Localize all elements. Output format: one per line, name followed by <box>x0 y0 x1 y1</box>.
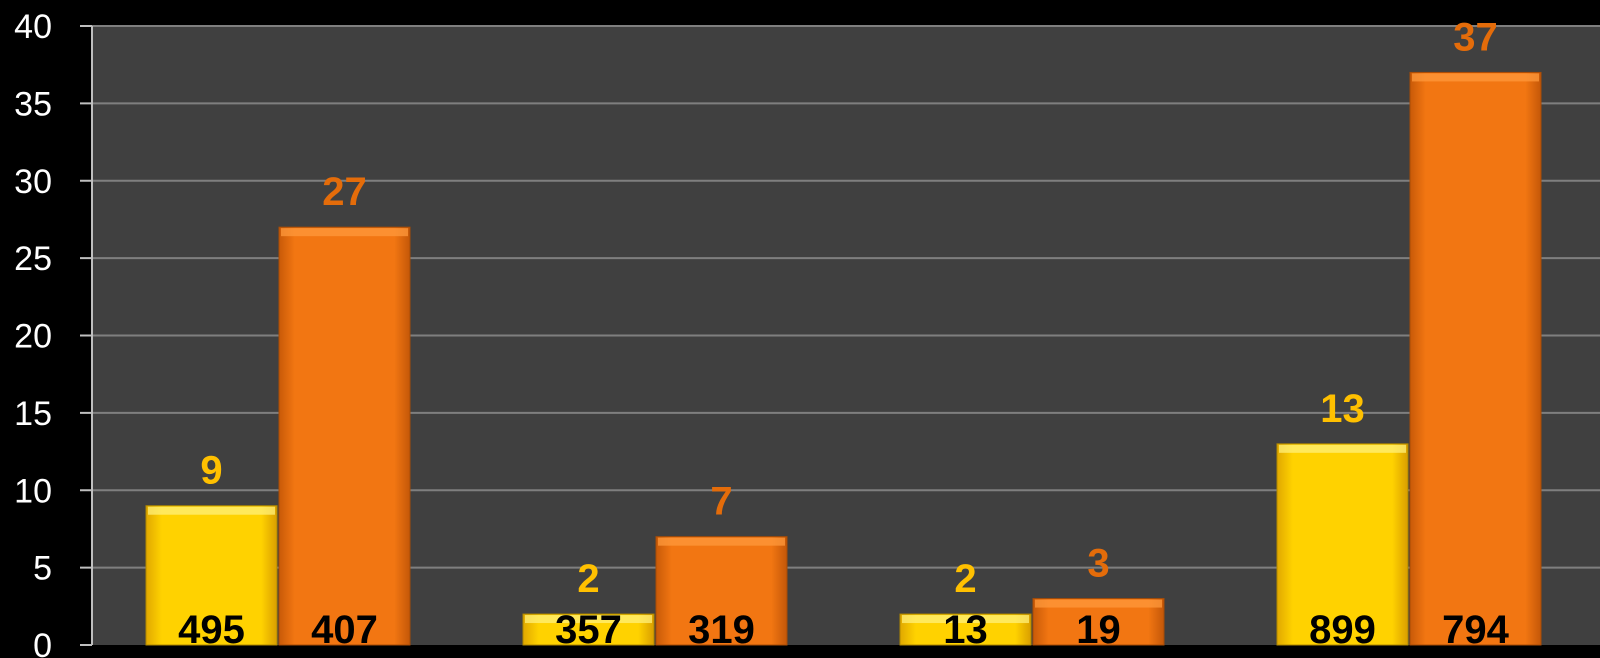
bar <box>655 536 788 646</box>
bar-bevel <box>1412 73 1539 82</box>
bar-bevel <box>148 506 275 515</box>
bar-value-label: 2 <box>577 557 599 601</box>
bar-value-label: 13 <box>1320 387 1365 431</box>
bar-inner-label: 495 <box>178 608 245 652</box>
bar <box>1276 443 1409 646</box>
y-tick-label: 10 <box>14 472 52 510</box>
bar-value-label: 7 <box>710 480 732 524</box>
y-tick-label: 30 <box>14 163 52 201</box>
bar-inner-label: 407 <box>311 608 378 652</box>
bar-inner-label: 319 <box>688 608 755 652</box>
bar-inner-label: 13 <box>943 608 988 652</box>
y-tick-label: 0 <box>33 627 52 658</box>
bar-value-label: 3 <box>1087 542 1109 586</box>
bar-inner-label: 19 <box>1076 608 1121 652</box>
y-tick-label: 5 <box>33 550 52 588</box>
bar-bevel <box>658 537 785 546</box>
bar <box>1409 71 1542 646</box>
bar-bevel <box>902 615 1029 624</box>
bar-bevel <box>281 228 408 237</box>
y-tick-label: 40 <box>14 8 52 46</box>
bar-value-label: 2 <box>954 557 976 601</box>
bar-inner-label: 794 <box>1442 608 1509 652</box>
y-tick-label: 25 <box>14 240 52 278</box>
bar <box>278 226 411 646</box>
bar <box>145 505 278 646</box>
bar-inner-label: 357 <box>555 608 622 652</box>
bar-bevel <box>1035 599 1162 608</box>
y-tick-label: 15 <box>14 395 52 433</box>
y-tick-label: 20 <box>14 318 52 356</box>
bar-inner-label: 899 <box>1309 608 1376 652</box>
bar-value-label: 37 <box>1453 15 1498 59</box>
bar-value-label: 9 <box>200 449 222 493</box>
bar-bevel <box>525 615 652 624</box>
bar-value-label: 27 <box>322 170 367 214</box>
bar-bevel <box>1279 444 1406 453</box>
y-tick-label: 35 <box>14 85 52 123</box>
